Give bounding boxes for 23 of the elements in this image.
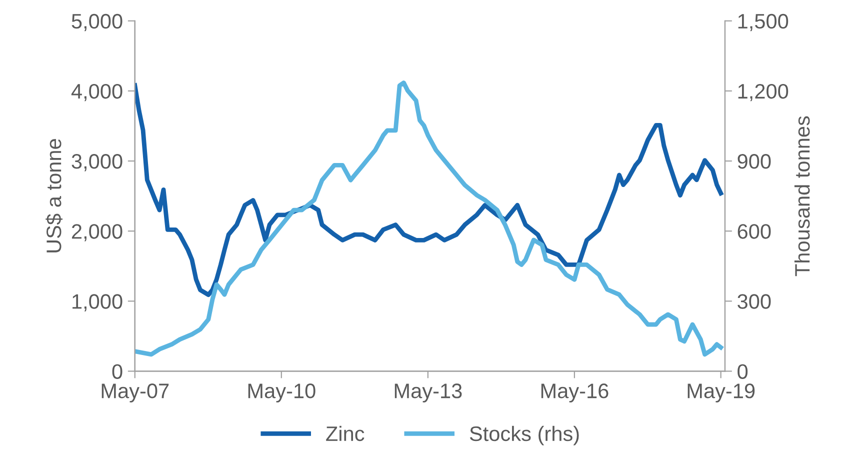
x-tick-label: May-07 [102, 384, 169, 402]
x-tick-label: May-16 [541, 384, 608, 402]
y2-tick-label: 1,500 [738, 14, 788, 32]
y2-axis-title: Thousand tonnes [794, 116, 810, 276]
y-tick-label: 5,000 [72, 14, 122, 32]
y-tick-label: 2,000 [72, 224, 122, 242]
y2-tick-label: 0 [738, 364, 748, 379]
y2-tick-label: 900 [738, 154, 771, 169]
x-tick-label: May-19 [688, 384, 755, 402]
y-tick-label: 3,000 [72, 154, 122, 172]
y-tick-label: 1,000 [72, 294, 122, 312]
y2-tick-label: 1,200 [738, 84, 788, 102]
legend-label: Zinc [326, 426, 364, 442]
x-tick-label: May-10 [248, 384, 316, 402]
y-tick-label: 4,000 [71, 84, 122, 102]
y2-tick-label: 300 [738, 294, 771, 309]
legend-label: Stocks (rhs) [470, 426, 579, 446]
line-series [134, 83, 724, 298]
y-axis-title: US$ a tonne [46, 139, 63, 252]
line-series [134, 80, 724, 357]
x-tick-label: May-13 [394, 384, 462, 402]
y2-tick-label: 600 [738, 224, 771, 239]
y-tick-label: 0 [112, 364, 122, 379]
